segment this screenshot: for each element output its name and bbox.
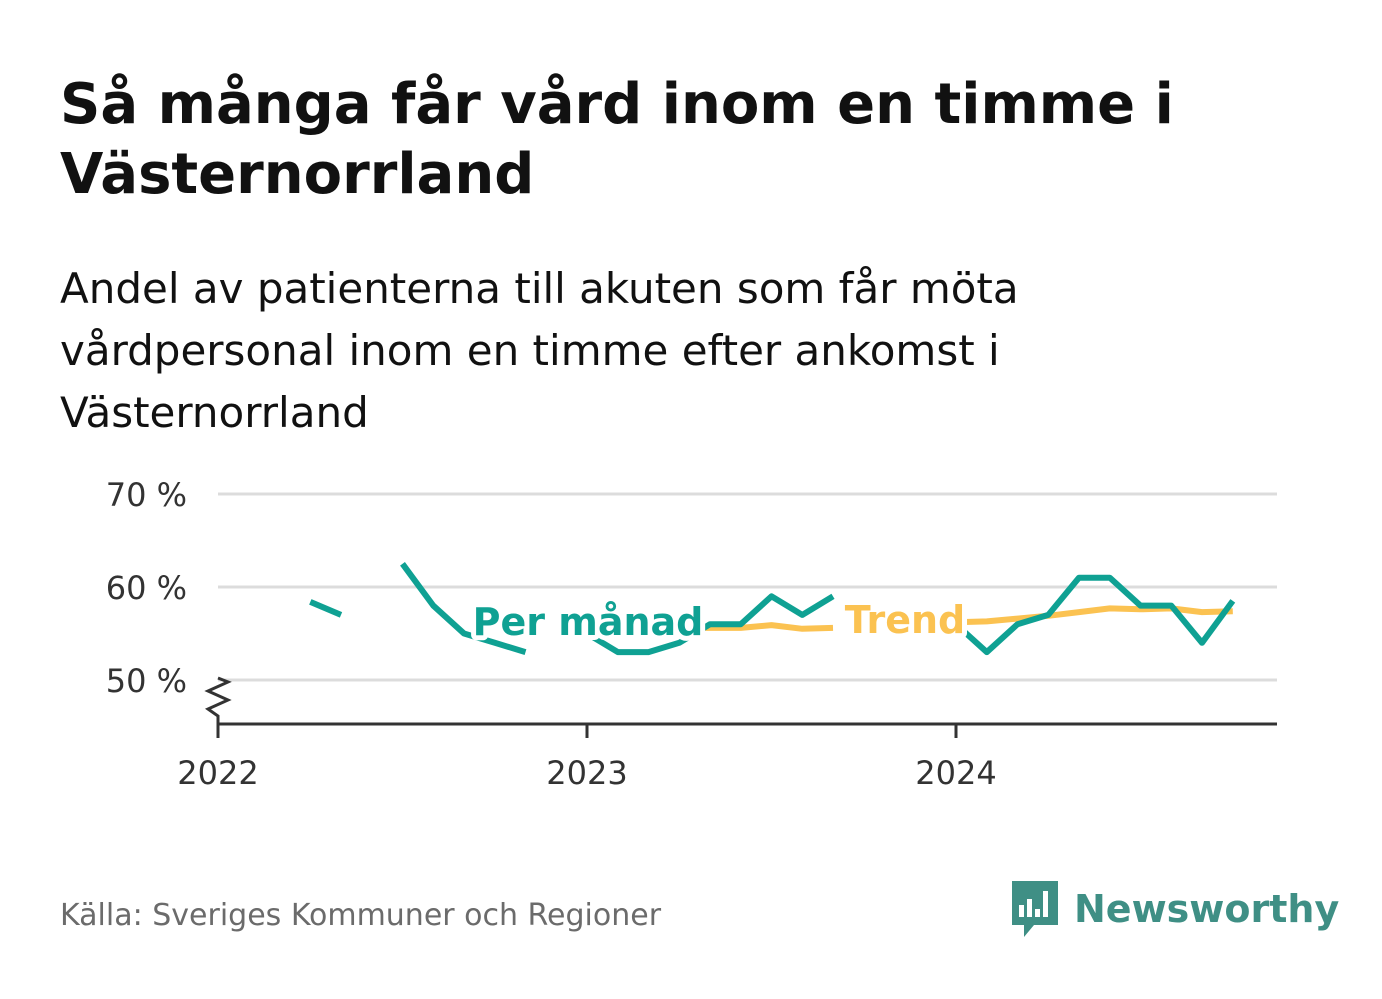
gridlines [218, 492, 1277, 682]
chart-subtitle: Andel av patienterna till akuten som får… [60, 264, 1019, 437]
source-note: Källa: Sveriges Kommuner och Regioner [60, 898, 662, 933]
x-axis: 2022 2023 2024 [177, 676, 1277, 792]
series-label-monthly: Per månad [473, 600, 704, 644]
y-tick-label: 60 % [106, 569, 187, 607]
monthly-line [400, 562, 527, 655]
series-label-monthly-halo: Per månad [473, 600, 704, 644]
y-axis-labels: 50 % 60 % 70 % [106, 476, 187, 700]
monthly-series [309, 562, 1236, 656]
trend-line [955, 605, 1233, 626]
brand-logo: Newsworthy [1010, 878, 1339, 940]
monthly-line [953, 574, 1236, 656]
y-tick-label: 70 % [106, 476, 187, 514]
series-label-trend: Trend [845, 598, 966, 642]
x-tick-label: 2024 [915, 754, 996, 792]
chart-title: Så många får vård inom en timme i Väster… [60, 72, 1174, 207]
axis-break-mark [204, 676, 232, 724]
series-label-trend-halo: Trend [845, 598, 966, 642]
newsworthy-bar-chart-logo-icon [1012, 881, 1058, 937]
brand-name: Newsworthy [1074, 887, 1340, 931]
x-tick-label: 2023 [546, 754, 627, 792]
y-tick-label: 50 % [106, 662, 187, 700]
x-tick-label: 2022 [177, 754, 258, 792]
monthly-line [585, 593, 835, 656]
monthly-line [309, 599, 343, 618]
